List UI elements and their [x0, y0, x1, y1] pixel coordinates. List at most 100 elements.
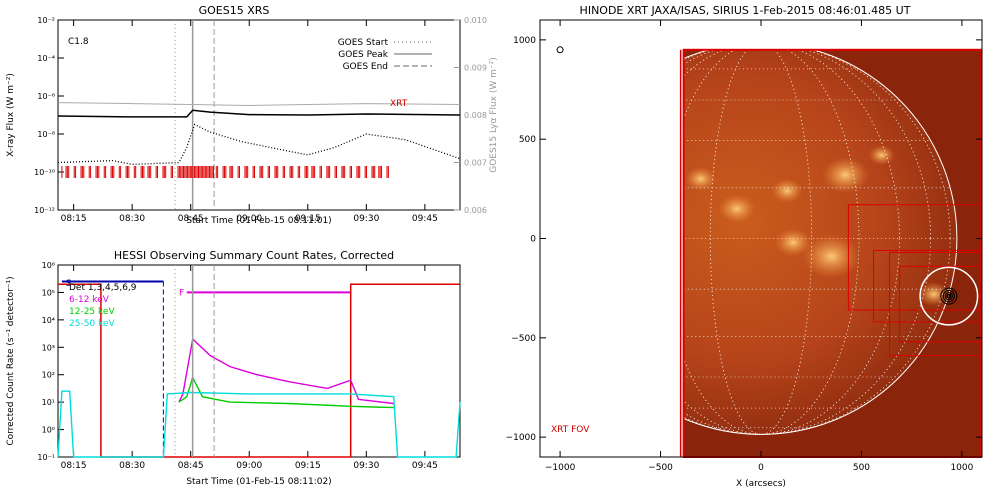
goes-series-line	[57, 102, 461, 107]
goes-y2-tick-label: 0.007	[464, 159, 487, 168]
xrt-image	[556, 46, 983, 459]
goes-y-tick-label: 10⁻⁶	[37, 92, 55, 101]
xrt-x-label: X (arcsecs)	[736, 479, 786, 489]
hessi-legend-label: 25-50 keV	[69, 319, 115, 329]
goes-y2-tick-label: 0.010	[464, 16, 487, 25]
solar-limb	[683, 49, 958, 435]
hessi-y-axis: 10⁻¹ 10⁰ 10¹ 10² 10³ 10⁴ 10⁵ 10⁶	[37, 261, 64, 462]
grid-longitude	[683, 49, 931, 435]
hessi-legend: Det 1,3,4,5,6,9 6-12 keV 12-25 keV 25-50 ke…	[69, 283, 137, 329]
goes-y-axis: 10⁻¹² 10⁻¹⁰ 10⁻⁸ 10⁻⁶ 10⁻⁴ 10⁻²	[34, 16, 64, 215]
active-region	[802, 234, 861, 279]
hessi-x-axis: 08:15 08:30 08:45 09:00 09:15 09:30 09:45	[61, 265, 438, 471]
hessi-panel: HESSI Observing Summary Count Rates, Cor…	[6, 249, 461, 487]
hessi-series-line	[178, 375, 394, 409]
goes-series-line	[57, 109, 461, 118]
solar-disk	[683, 49, 957, 435]
active-region	[774, 228, 812, 257]
goes-y2-tick-label: 0.009	[464, 64, 487, 73]
xrt-marker	[556, 46, 564, 54]
goes-flare-class: C1.8	[68, 37, 89, 47]
hessi-x-tick-label: 09:30	[353, 461, 379, 471]
xrt-panel: HINODE XRT JAXA/ISAS, SIRIUS 1-Feb-2015 …	[506, 4, 983, 489]
goes-series	[57, 102, 461, 166]
hessi-y-tick-label: 10⁶	[42, 261, 55, 270]
xrt-y-tick-label: −500	[511, 334, 536, 344]
flare-contour	[944, 291, 953, 301]
goes-y2-label: GOES15 Lyα Flux (W m⁻²)	[489, 57, 499, 173]
hessi-y-tick-label: 10²	[42, 371, 55, 380]
goes-title: GOES15 XRS	[199, 4, 270, 17]
hessi-legend-label: Det 1,3,4,5,6,9	[69, 283, 137, 293]
goes-legend-label: GOES Start	[338, 38, 389, 48]
active-region	[821, 156, 869, 194]
hessi-red-segments	[58, 283, 460, 458]
goes-x-tick-label: 09:15	[295, 214, 321, 224]
xrt-y-tick-label: −1000	[506, 433, 537, 443]
goes-y2-tick-label: 0.006	[464, 206, 487, 215]
hessi-title: HESSI Observing Summary Count Rates, Cor…	[114, 249, 394, 262]
xrt-y-axis: −1000 −500 0 500 1000	[506, 36, 982, 443]
goes-y-tick-label: 10⁻⁸	[37, 130, 55, 139]
grid-longitude	[683, 49, 860, 435]
hessi-x-tick-label: 08:15	[61, 461, 87, 471]
hessi-legend-label: 12-25 keV	[69, 307, 115, 317]
xrt-observation-ticks	[61, 166, 389, 178]
xrt-x-tick-label: −500	[648, 463, 673, 473]
goes-y-tick-label: 10⁻¹²	[34, 206, 55, 215]
flare-contour	[919, 266, 979, 326]
hessi-f-flag-label: F	[179, 288, 184, 298]
goes-x-tick-label: 09:45	[412, 214, 438, 224]
hessi-legend-label: 6-12 keV	[69, 295, 110, 305]
goes-y2-tick-label: 0.008	[464, 111, 487, 120]
xrt-y-tick-label: 1000	[513, 36, 536, 46]
xrt-x-tick-label: 1000	[950, 463, 973, 473]
hessi-y-tick-label: 10³	[42, 343, 55, 352]
hessi-series	[57, 281, 461, 458]
hessi-x-tick-label: 08:30	[119, 461, 145, 471]
hessi-y-tick-label: 10¹	[42, 398, 55, 407]
goes-x-tick-label: 09:00	[236, 214, 262, 224]
goes-legend-label: GOES Peak	[338, 50, 388, 60]
hessi-y-tick-label: 10⁴	[42, 316, 55, 325]
goes-legend: GOES Start GOES Peak GOES End	[338, 38, 432, 72]
hessi-y-tick-label: 10⁻¹	[37, 453, 55, 462]
active-region	[718, 194, 756, 223]
active-region	[771, 178, 803, 203]
goes-x-label: Start Time (01-Feb-15 08:11:01)	[186, 216, 331, 226]
flare-contour	[940, 287, 958, 305]
goes-x-tick-label: 08:45	[178, 214, 204, 224]
xrt-y-tick-label: 500	[519, 135, 536, 145]
flare-contour	[942, 289, 955, 303]
xrt-x-tick-label: −1000	[545, 463, 576, 473]
xrt-y-tick-label: 0	[530, 235, 536, 245]
flare-contour	[947, 294, 951, 298]
goes-x-axis: 08:15 08:30 08:45 09:00 09:15 09:30 09:45	[61, 20, 438, 224]
xrt-title: HINODE XRT JAXA/ISAS, SIRIUS 1-Feb-2015 …	[580, 4, 911, 17]
goes-x-tick-label: 08:15	[61, 214, 87, 224]
xrt-x-tick-label: 500	[853, 463, 870, 473]
goes-xrt-label: XRT	[390, 99, 408, 109]
goes-y-label: X-ray Flux (W m⁻²)	[6, 73, 16, 157]
hessi-plot-frame	[57, 264, 461, 458]
hessi-y-label: Corrected Count Rate (s⁻¹ detector⁻¹)	[6, 276, 16, 445]
hessi-y-tick-label: 10⁵	[42, 288, 55, 297]
xrt-x-tick-label: 0	[758, 463, 764, 473]
active-region	[868, 145, 895, 166]
flare-contour	[946, 293, 952, 299]
goes-y-tick-label: 10⁻²	[37, 16, 55, 25]
hessi-x-tick-label: 09:15	[295, 461, 321, 471]
hessi-series-line	[178, 337, 394, 405]
xrt-fov-content	[683, 49, 982, 457]
hessi-y-tick-label: 10⁰	[42, 426, 55, 435]
hessi-x-tick-label: 09:00	[236, 461, 262, 471]
goes-x-tick-label: 08:30	[119, 214, 145, 224]
xrt-fov-label: XRT FOV	[551, 425, 590, 435]
xrt-x-axis: −1000 −500 0 500 1000	[545, 20, 974, 473]
goes-y-tick-label: 10⁻¹⁰	[34, 168, 55, 177]
goes-panel: GOES15 XRS 08:15 08:30 08:45 09:00 09:15 09:3…	[6, 4, 499, 226]
goes-y-tick-label: 10⁻⁴	[37, 54, 55, 63]
hessi-series-line	[57, 390, 461, 458]
goes-legend-label: GOES End	[343, 62, 388, 72]
